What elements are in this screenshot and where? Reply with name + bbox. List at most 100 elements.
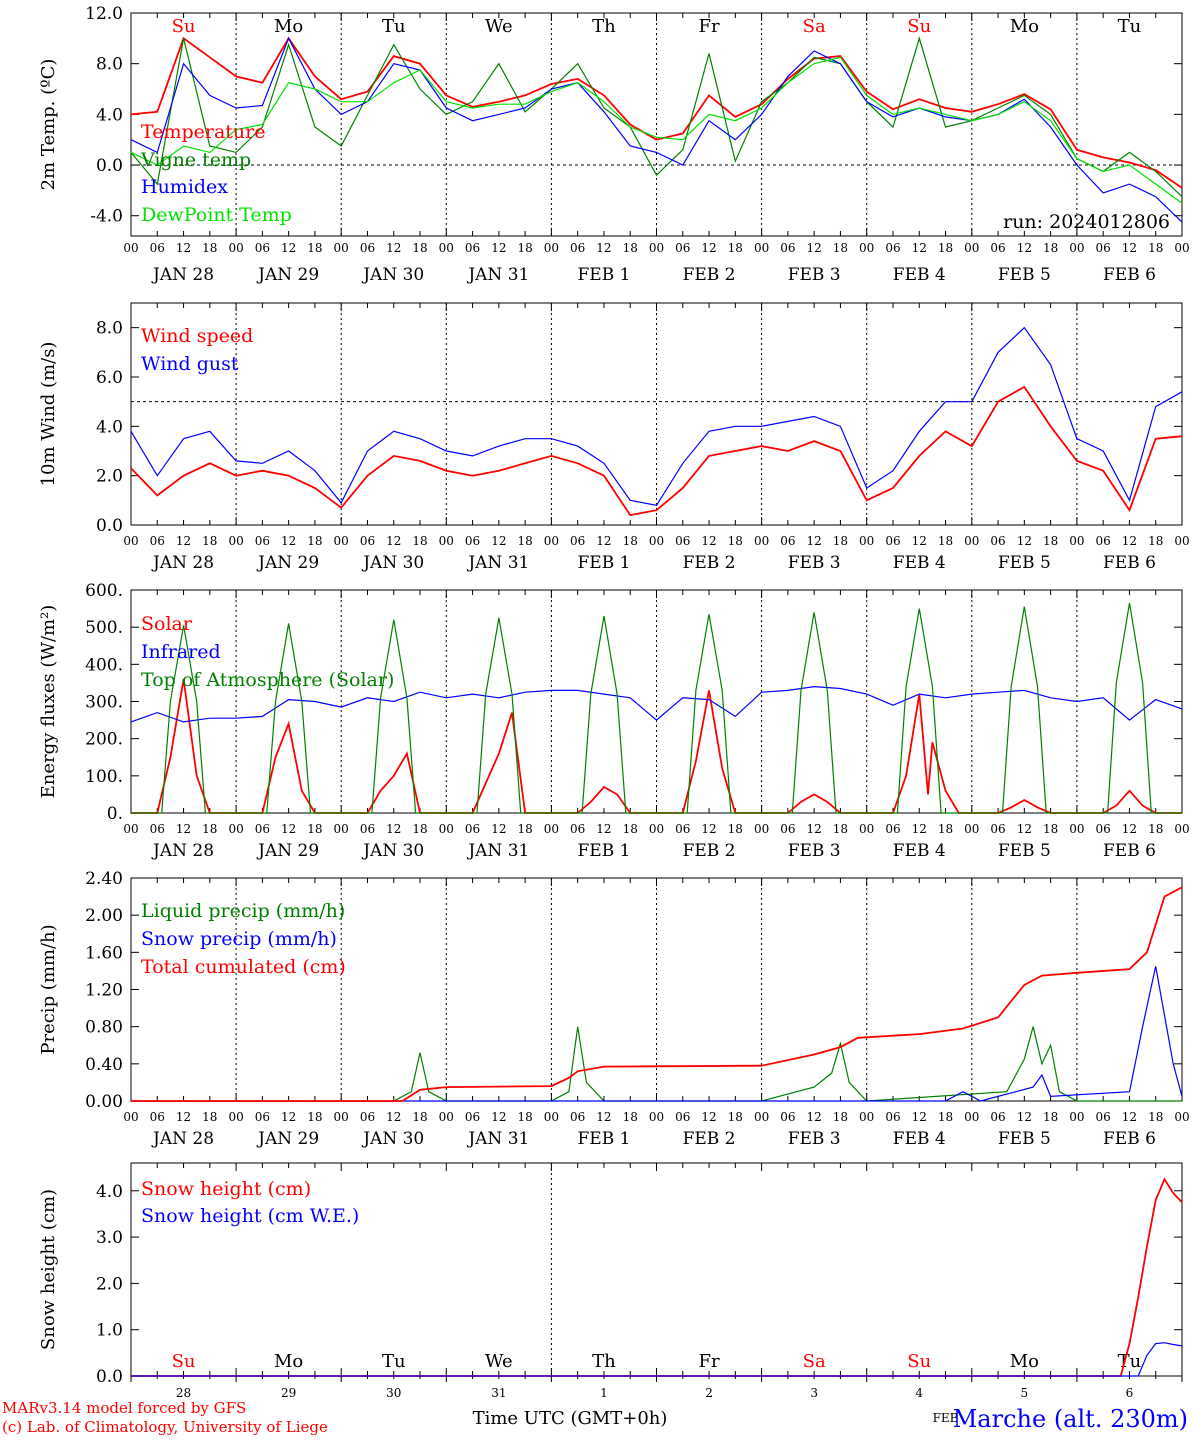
hour-label: 06 [465, 241, 480, 255]
hour-label: 18 [728, 241, 743, 255]
hour-label: 12 [701, 1110, 716, 1124]
series-line-snow-precip-mm-h [131, 966, 1183, 1102]
run-label: run: 2024012806 [1003, 211, 1170, 233]
hour-label: 18 [833, 534, 848, 548]
hour-label: 06 [255, 241, 270, 255]
day-number-label: 6 [1126, 1386, 1134, 1400]
hour-label: 18 [1148, 1110, 1163, 1124]
hour-label: 06 [360, 241, 375, 255]
hour-label: 18 [1148, 534, 1163, 548]
hour-label: 06 [780, 241, 795, 255]
hour-label: 12 [912, 1110, 927, 1124]
y-tick-label: 12.0 [85, 4, 123, 24]
hour-label: 00 [123, 241, 138, 255]
date-label: FEB 6 [1103, 841, 1156, 861]
date-label: JAN 29 [256, 553, 319, 573]
weekday-label: Mo [1010, 16, 1039, 37]
hour-label: 12 [807, 241, 822, 255]
hour-label: 18 [517, 241, 532, 255]
weekday-label: We [485, 16, 513, 37]
hour-label: 18 [938, 822, 953, 836]
hour-label: 18 [1043, 241, 1058, 255]
hour-label: 12 [386, 822, 401, 836]
hour-label: 00 [544, 1110, 559, 1124]
hour-label: 18 [1043, 1110, 1058, 1124]
date-label: JAN 28 [151, 265, 214, 285]
hour-label: 00 [754, 822, 769, 836]
legend-entry: DewPoint Temp [141, 204, 292, 226]
hour-label: 00 [649, 822, 664, 836]
hour-label: 18 [623, 241, 638, 255]
date-label: FEB 2 [683, 265, 736, 285]
day-number-label: 30 [386, 1386, 401, 1400]
hour-label: 00 [439, 1110, 454, 1124]
hour-label: 06 [780, 534, 795, 548]
hour-label: 18 [728, 534, 743, 548]
date-label: FEB 3 [788, 553, 841, 573]
hour-label: 18 [938, 1110, 953, 1124]
hour-label: 18 [517, 1110, 532, 1124]
legend-entry: Temperature [141, 121, 265, 143]
y-tick-label: 600. [85, 581, 123, 601]
weekday-label: Su [172, 16, 196, 37]
hour-label: 00 [228, 241, 243, 255]
hour-label: 06 [360, 822, 375, 836]
weekday-label: Mo [274, 1351, 303, 1372]
hour-label: 12 [1122, 1110, 1137, 1124]
hour-label: 18 [412, 534, 427, 548]
hour-label: 18 [623, 822, 638, 836]
hour-label: 06 [675, 1110, 690, 1124]
legend-entry: Total cumulated (cm) [141, 956, 346, 978]
hour-label: 18 [517, 534, 532, 548]
y-tick-label: 1.0 [96, 1321, 123, 1341]
y-tick-label: -4.0 [90, 207, 123, 227]
hour-label: 06 [150, 534, 165, 548]
hour-label: 00 [649, 241, 664, 255]
y-tick-label: 0.0 [96, 156, 123, 176]
hour-label: 18 [833, 822, 848, 836]
hour-label: 12 [386, 534, 401, 548]
hour-label: 06 [465, 822, 480, 836]
hour-label: 00 [964, 534, 979, 548]
hour-label: 00 [544, 822, 559, 836]
hour-label: 06 [675, 534, 690, 548]
hour-label: 12 [386, 1110, 401, 1124]
weekday-label: Mo [1010, 1351, 1039, 1372]
y-axis-title: Precip (mm/h) [38, 924, 59, 1054]
hour-label: 00 [1069, 534, 1084, 548]
hour-label: 06 [885, 534, 900, 548]
hour-label: 00 [1069, 1110, 1084, 1124]
y-tick-label: 1.20 [85, 981, 123, 1001]
hour-label: 12 [491, 1110, 506, 1124]
hour-label: 00 [964, 822, 979, 836]
date-label: JAN 28 [151, 841, 214, 861]
hour-label: 12 [491, 822, 506, 836]
y-tick-label: 4.0 [96, 417, 123, 437]
y-tick-label: 2.00 [85, 906, 123, 926]
weekday-label: Tu [382, 1351, 406, 1372]
hour-label: 12 [596, 534, 611, 548]
hour-label: 00 [964, 1110, 979, 1124]
hour-label: 00 [228, 1110, 243, 1124]
y-axis-title: 2m Temp. (ºC) [38, 59, 59, 191]
series-line-liquid-precip-mm-h [131, 1026, 1182, 1102]
hour-label: 06 [150, 822, 165, 836]
hour-label: 00 [334, 822, 349, 836]
hour-label: 18 [307, 1110, 322, 1124]
hour-label: 00 [1069, 822, 1084, 836]
legend-entry: Vigne temp [140, 149, 251, 171]
hour-label: 00 [334, 1110, 349, 1124]
y-tick-label: 100. [85, 767, 123, 787]
weekday-label: Fr [699, 16, 720, 37]
y-tick-label: 4.0 [96, 1182, 123, 1202]
weekday-label: Su [172, 1351, 196, 1372]
hour-label: 06 [1096, 822, 1111, 836]
hour-label: 06 [885, 822, 900, 836]
hour-label: 18 [938, 241, 953, 255]
hour-label: 12 [912, 241, 927, 255]
hour-label: 00 [544, 241, 559, 255]
hour-label: 06 [465, 534, 480, 548]
hour-label: 06 [885, 1110, 900, 1124]
date-label: JAN 31 [466, 553, 529, 573]
hour-label: 18 [623, 1110, 638, 1124]
